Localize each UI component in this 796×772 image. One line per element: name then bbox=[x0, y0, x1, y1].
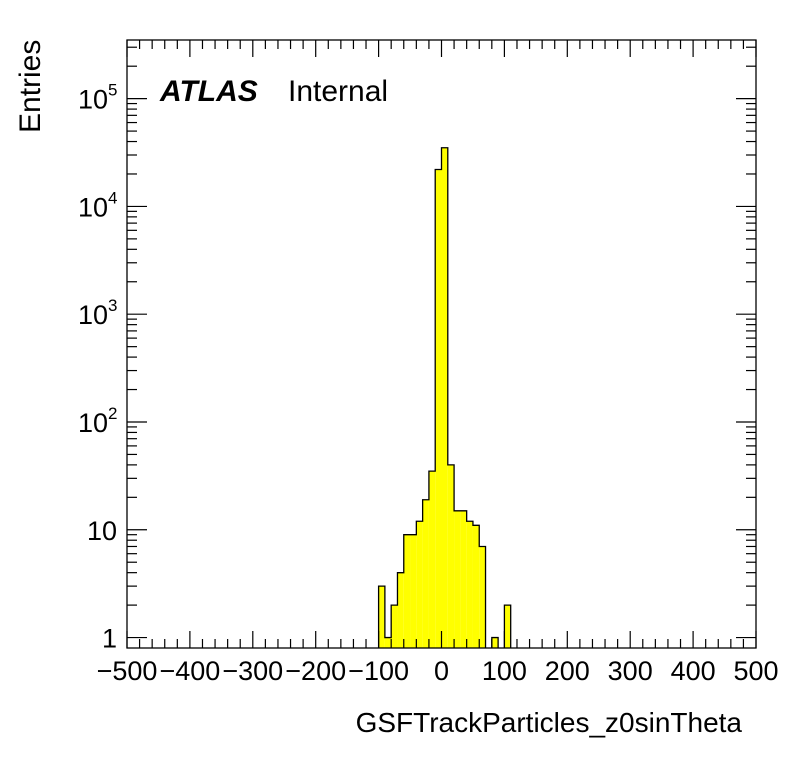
y-tick-label: 10 bbox=[87, 516, 117, 546]
x-tick-label: −100 bbox=[348, 656, 409, 686]
histogram-bar bbox=[378, 586, 385, 648]
x-tick-label: 0 bbox=[434, 656, 449, 686]
y-tick-label: 103 bbox=[78, 296, 118, 330]
x-tick-label: 300 bbox=[608, 656, 653, 686]
histogram-bar bbox=[466, 521, 473, 648]
histogram-bar bbox=[460, 510, 467, 648]
histogram-bar bbox=[403, 534, 411, 648]
y-tick-label: 105 bbox=[78, 81, 118, 115]
histogram-bar bbox=[416, 521, 423, 648]
tick-labels: −500 −400 −300 −200 −100 0 100 200 300 400 500 1 10 1… bbox=[78, 81, 779, 686]
histogram-bar bbox=[504, 605, 511, 648]
x-tick-label: 500 bbox=[733, 656, 778, 686]
histogram-bar bbox=[422, 499, 429, 648]
y-axis-label: Entries bbox=[14, 40, 47, 133]
x-tick-label: −500 bbox=[97, 656, 158, 686]
x-tick-label: 400 bbox=[671, 656, 716, 686]
histogram-bar bbox=[441, 147, 448, 649]
x-tick-label: 200 bbox=[545, 656, 590, 686]
y-tick-label: 1 bbox=[102, 624, 117, 654]
histogram-bar bbox=[447, 464, 455, 648]
histogram-bar bbox=[384, 637, 392, 648]
y-tick-label: 102 bbox=[78, 404, 118, 438]
histogram-bar bbox=[472, 525, 480, 648]
internal-label: Internal bbox=[288, 75, 388, 108]
histogram-bar bbox=[391, 605, 398, 648]
histogram-bar bbox=[435, 169, 442, 649]
histogram-bar bbox=[397, 572, 404, 648]
x-tick-label: −200 bbox=[285, 656, 346, 686]
histogram-bar bbox=[479, 546, 486, 648]
plot-frame bbox=[126, 39, 757, 649]
histogram-bars bbox=[378, 147, 511, 649]
y-tick-label: 104 bbox=[78, 188, 118, 222]
x-tick-label: −400 bbox=[159, 656, 220, 686]
histogram-bar bbox=[428, 471, 436, 648]
x-axis-label: GSFTrackParticles_z0sinTheta bbox=[356, 707, 743, 738]
x-tick-label: 100 bbox=[482, 656, 527, 686]
atlas-label: ATLAS bbox=[159, 75, 258, 108]
histogram-bar bbox=[410, 534, 417, 648]
x-tick-label: −300 bbox=[222, 656, 283, 686]
histogram-bar bbox=[491, 637, 499, 648]
histogram-bar bbox=[454, 510, 461, 648]
